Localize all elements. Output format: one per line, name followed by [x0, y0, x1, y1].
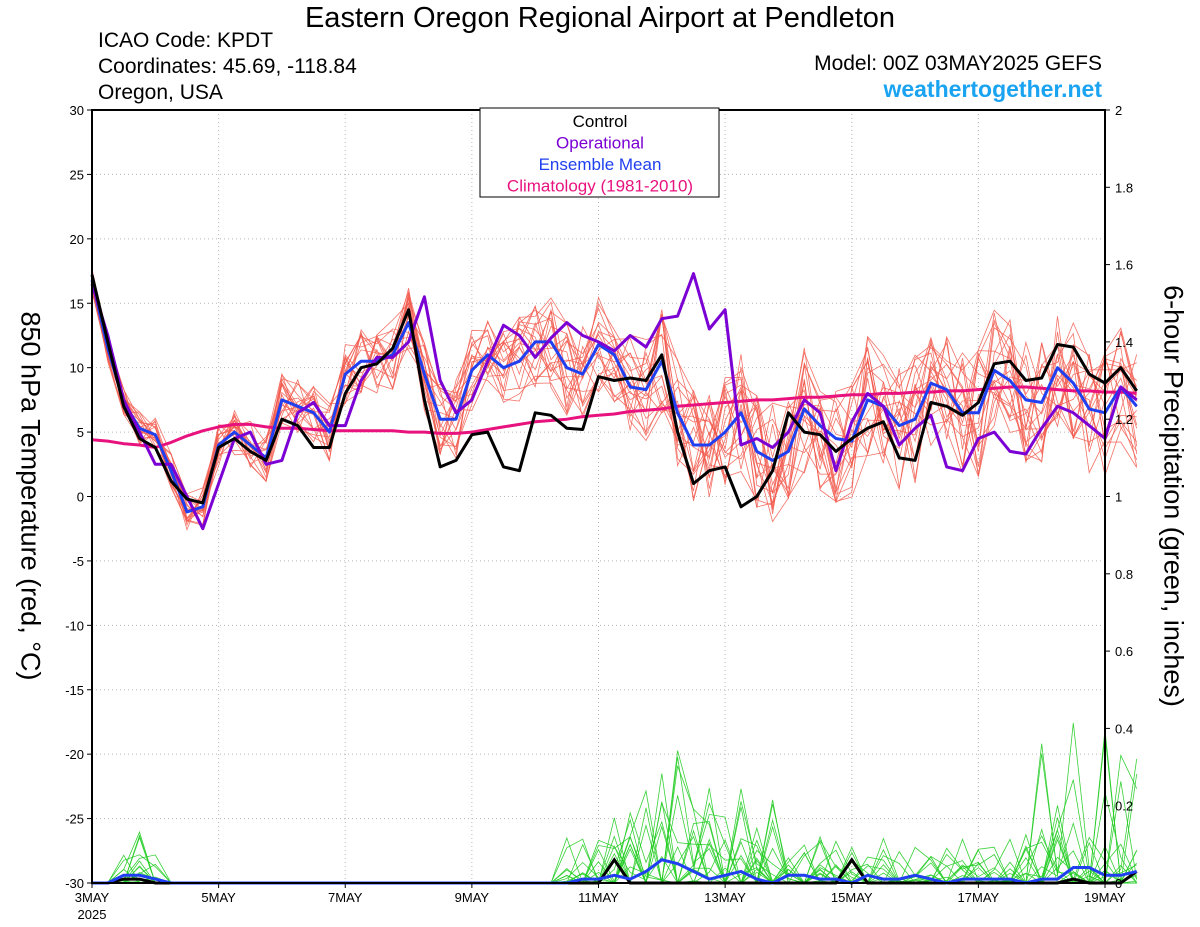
- y2-tick-label: 2: [1115, 103, 1122, 118]
- brand-link[interactable]: weathertogether.net: [883, 76, 1102, 102]
- y-tick-label: -30: [65, 876, 84, 891]
- y2-tick-label: 1: [1115, 490, 1122, 505]
- y2-tick-label: 1.2: [1115, 412, 1133, 427]
- legend-entry: Climatology (1981-2010): [507, 177, 693, 196]
- coordinates: Coordinates: 45.69, -118.84: [98, 55, 357, 78]
- y2-tick-label: 0.8: [1115, 567, 1133, 582]
- y2-tick-label: 1.8: [1115, 180, 1133, 195]
- legend-box: [479, 107, 720, 198]
- operational-temp-line: [90, 272, 1138, 531]
- y-tick-label: 30: [70, 103, 84, 118]
- x-year-label: 2025: [78, 907, 107, 922]
- x-tick-label: 9MAY: [455, 890, 490, 905]
- y-tick-label: -20: [65, 747, 84, 762]
- temperature-member-line: [91, 283, 1138, 514]
- y-tick-label: 5: [77, 425, 84, 440]
- y2-tick-label: 1.6: [1115, 258, 1133, 273]
- y-tick-label: 0: [77, 490, 84, 505]
- y-tick-label: 20: [70, 232, 84, 247]
- temperature-member-line: [91, 268, 1137, 523]
- y2-tick-label: 0.2: [1115, 799, 1133, 814]
- temperature-member-line: [91, 275, 1138, 531]
- x-axis: 3MAY 5MAY 7MAY 9MAY 11MAY 13MAY 15MAY 17MAY 19MA…: [75, 883, 1126, 922]
- temperature-member-line: [91, 291, 1138, 513]
- x-tick-label: 15MAY: [831, 890, 873, 905]
- y-axis-right: 2 1.8 1.6 1.4 1.2 1 0.8 0.6 0.4 0.2 0: [1105, 103, 1133, 891]
- ensemble-mean-precip-line: [92, 858, 1138, 885]
- temperature-member-line: [91, 276, 1137, 527]
- x-tick-label: 13MAY: [704, 890, 746, 905]
- y-tick-label: -15: [65, 683, 84, 698]
- legend-entry: Operational: [556, 134, 644, 153]
- precipitation-member-line: [92, 801, 1137, 884]
- y-tick-label: 25: [70, 167, 84, 182]
- temperature-member-line: [91, 290, 1138, 517]
- precipitation-member-line: [92, 799, 1137, 885]
- y-tick-label: 10: [70, 361, 84, 376]
- y-tick-label: -25: [65, 812, 84, 827]
- y2-tick-label: 0.6: [1115, 644, 1133, 659]
- legend-entry: Ensemble Mean: [539, 155, 662, 174]
- model-run: Model: 00Z 03MAY2025 GEFS: [814, 52, 1102, 75]
- x-tick-label: 11MAY: [578, 890, 619, 905]
- y2-tick-label: 0.4: [1115, 721, 1133, 736]
- x-tick-label: 7MAY: [328, 890, 363, 905]
- y2-tick-label: 0: [1115, 876, 1122, 891]
- temperature-member-line: [91, 285, 1138, 512]
- temperature-member-line: [91, 279, 1138, 506]
- precipitation-member-line: [92, 804, 1137, 884]
- grid-lines: [91, 109, 1106, 884]
- x-tick-label: 17MAY: [958, 890, 1000, 905]
- x-tick-label: 19MAY: [1084, 890, 1126, 905]
- precipitation-member-line: [92, 773, 1138, 885]
- chart-title: Eastern Oregon Regional Airport at Pendl…: [304, 2, 896, 34]
- climatology-1981-2010--temp-line: [91, 385, 1137, 449]
- y-axis-left: 30 25 20 15 10 5 0 -5 -10 -15 -20 -25 -30: [65, 103, 92, 891]
- legend: Control Operational Ensemble Mean Climatolo…: [479, 107, 720, 198]
- icao-code: ICAO Code: KPDT: [98, 29, 274, 52]
- x-tick-label: 3MAY: [75, 890, 110, 905]
- precipitation-member-line: [92, 773, 1137, 884]
- precipitation-member-line: [92, 801, 1138, 884]
- precipitation-member-line: [92, 750, 1137, 885]
- temperature-member-line: [91, 282, 1138, 512]
- y-tick-label: -5: [72, 554, 84, 569]
- main-series: [90, 272, 1138, 885]
- y-tick-label: 15: [70, 296, 84, 311]
- legend-entry: Control: [573, 112, 628, 131]
- x-tick-label: 5MAY: [201, 890, 236, 905]
- y2-tick-label: 1.4: [1115, 335, 1133, 350]
- control-temp-line: [90, 274, 1138, 509]
- region: Oregon, USA: [98, 81, 223, 104]
- plot-frame: [91, 109, 1106, 884]
- y-tick-label: -10: [65, 618, 84, 633]
